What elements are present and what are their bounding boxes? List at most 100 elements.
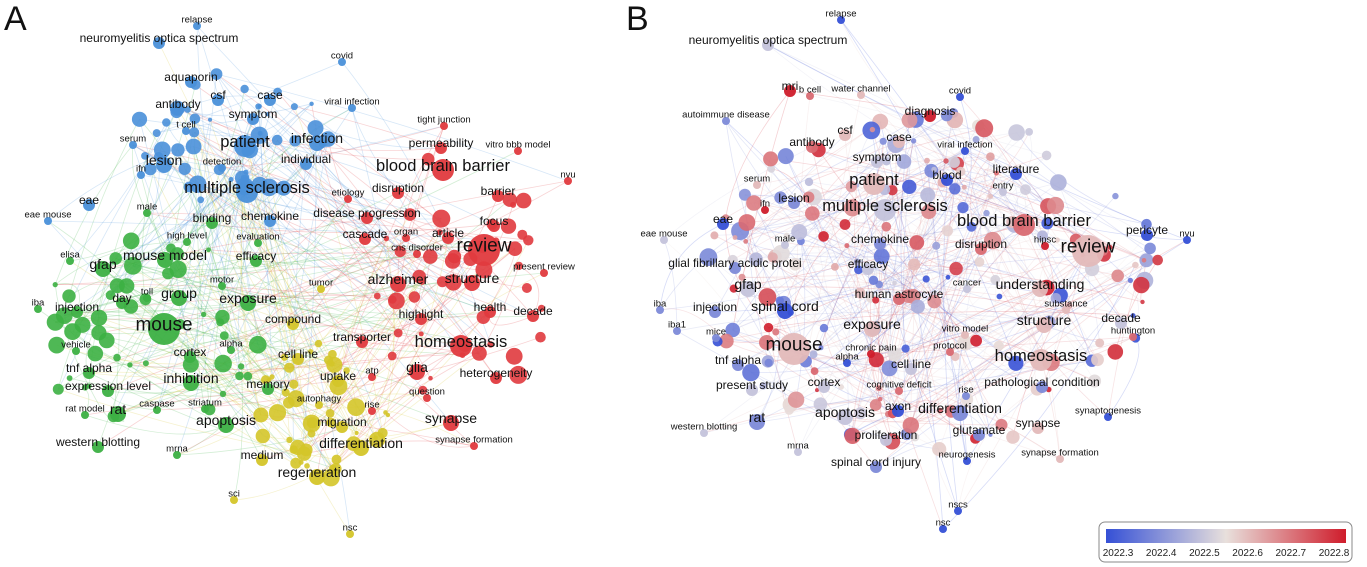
keyword-label: patient bbox=[220, 133, 270, 151]
node-structure bbox=[1036, 317, 1052, 333]
node-unlabeled bbox=[289, 379, 299, 389]
link bbox=[139, 118, 493, 225]
node-unlabeled bbox=[1130, 313, 1136, 319]
keyword-label: structure bbox=[445, 270, 500, 286]
link bbox=[196, 222, 213, 410]
node-unlabeled bbox=[62, 289, 76, 303]
link bbox=[908, 186, 966, 344]
node-chemokine bbox=[264, 215, 276, 227]
link bbox=[910, 212, 987, 426]
keyword-label: toll bbox=[141, 286, 153, 297]
link bbox=[767, 44, 1148, 236]
link bbox=[306, 453, 334, 469]
link bbox=[747, 161, 955, 290]
keyword-label: symptom bbox=[853, 150, 902, 164]
node-antibody bbox=[172, 103, 184, 115]
node-unlabeled bbox=[1091, 353, 1104, 367]
link bbox=[246, 191, 297, 399]
node-unlabeled bbox=[892, 280, 897, 286]
node-unlabeled bbox=[280, 353, 289, 361]
link bbox=[239, 375, 357, 434]
link bbox=[129, 364, 227, 426]
keyword-label: patient bbox=[849, 171, 899, 189]
keyword-label: pericyte bbox=[1126, 223, 1168, 237]
node-unlabeled bbox=[743, 239, 749, 244]
link bbox=[240, 311, 491, 367]
link bbox=[928, 131, 1030, 213]
link bbox=[892, 189, 1145, 261]
keyword-label: tight junction bbox=[417, 114, 470, 125]
node-unlabeled bbox=[271, 134, 283, 146]
node-unlabeled bbox=[901, 344, 910, 353]
node-patient bbox=[863, 173, 885, 195]
node-unlabeled bbox=[421, 152, 435, 166]
panel-a-letter: A bbox=[4, 0, 27, 38]
node-disease-progression bbox=[361, 212, 373, 224]
link bbox=[717, 250, 1104, 342]
node-unlabeled bbox=[412, 269, 427, 284]
link bbox=[341, 61, 491, 345]
link bbox=[850, 186, 941, 411]
link bbox=[88, 199, 510, 374]
link bbox=[276, 139, 423, 283]
node-transporter bbox=[356, 336, 368, 348]
node-unlabeled bbox=[184, 106, 191, 113]
node-unlabeled bbox=[932, 241, 941, 250]
node-unlabeled bbox=[373, 292, 381, 300]
node-medium bbox=[256, 454, 268, 466]
node-unlabeled bbox=[408, 291, 421, 303]
link bbox=[276, 139, 491, 345]
link bbox=[928, 128, 985, 213]
keyword-label: blood bbox=[932, 168, 961, 182]
node-unlabeled bbox=[385, 412, 391, 418]
link bbox=[860, 412, 940, 450]
node-unlabeled bbox=[869, 126, 876, 133]
keyword-label: structure bbox=[1017, 312, 1072, 328]
link bbox=[887, 309, 1067, 415]
link bbox=[881, 255, 1047, 288]
node-unlabeled bbox=[788, 258, 802, 271]
link bbox=[768, 311, 1134, 328]
node-unlabeled bbox=[983, 209, 990, 217]
node-huntington bbox=[1129, 333, 1137, 341]
node-cascade bbox=[359, 233, 371, 245]
link bbox=[933, 156, 991, 302]
node-unlabeled bbox=[853, 258, 861, 266]
node-unlabeled bbox=[729, 284, 738, 293]
node-unlabeled bbox=[970, 334, 982, 347]
link bbox=[915, 119, 993, 241]
node-unlabeled bbox=[1107, 244, 1113, 250]
node-detection bbox=[218, 164, 226, 172]
node-csf bbox=[212, 94, 224, 106]
keyword-label: rat bbox=[749, 409, 765, 425]
node-unlabeled bbox=[986, 152, 995, 161]
node-unlabeled bbox=[902, 417, 919, 434]
keyword-label: apoptosis bbox=[815, 404, 875, 420]
link bbox=[889, 224, 1025, 369]
link bbox=[905, 348, 976, 439]
link bbox=[906, 172, 997, 435]
link bbox=[216, 73, 455, 257]
keyword-label: serum bbox=[120, 133, 146, 144]
link bbox=[185, 130, 454, 283]
link bbox=[259, 106, 312, 434]
node-unlabeled bbox=[189, 127, 200, 138]
link bbox=[176, 414, 389, 456]
link bbox=[823, 328, 881, 400]
node-unlabeled bbox=[197, 196, 205, 204]
keyword-label: mri bbox=[782, 79, 799, 93]
node-unlabeled bbox=[738, 214, 756, 231]
link bbox=[1107, 337, 1140, 418]
node-unlabeled bbox=[805, 206, 820, 221]
node-mrna bbox=[794, 448, 802, 456]
node-unlabeled bbox=[325, 409, 335, 418]
link bbox=[332, 389, 424, 469]
link bbox=[823, 236, 1061, 296]
keyword-label: high level bbox=[167, 230, 207, 241]
node-unlabeled bbox=[383, 235, 390, 242]
keyword-label: spinal cord bbox=[751, 298, 819, 314]
node-unlabeled bbox=[281, 388, 290, 397]
keyword-label: disease progression bbox=[313, 206, 420, 220]
link bbox=[267, 199, 511, 390]
panel-a-cluster-network: relapse neuromyelitis optica spectrum covi… bbox=[4, 0, 576, 538]
